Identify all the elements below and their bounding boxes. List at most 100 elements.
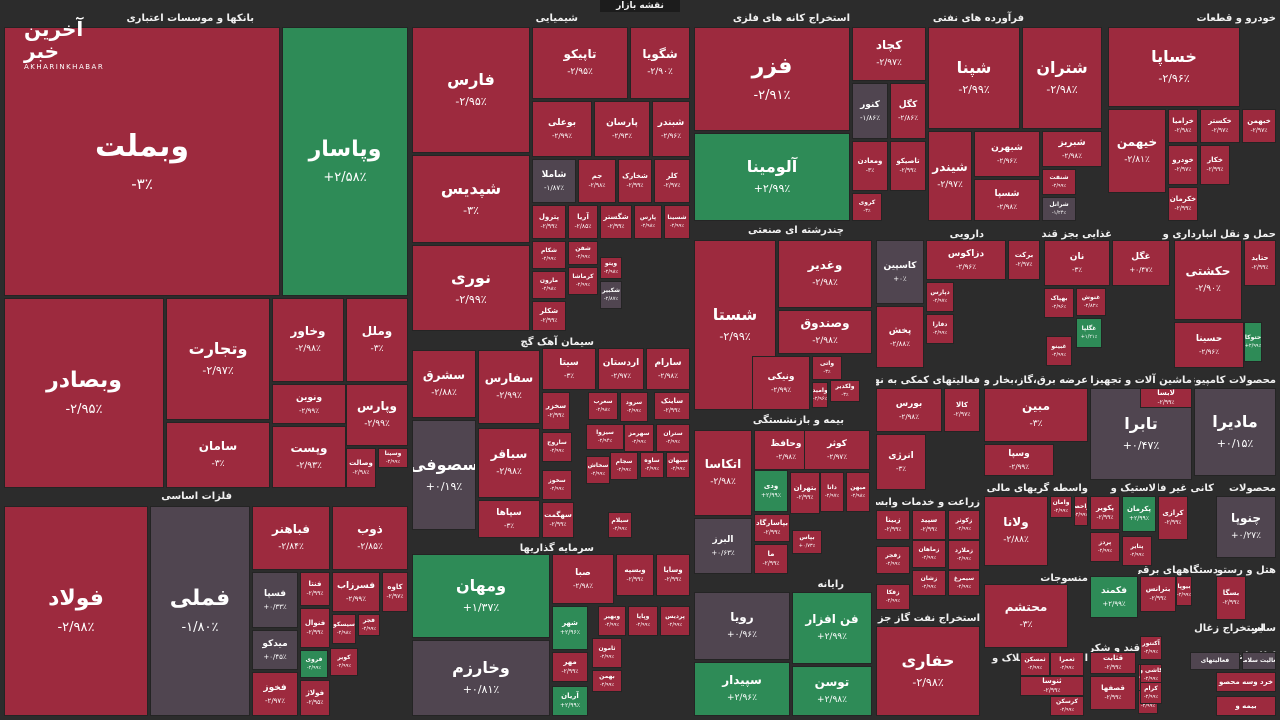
stock-tile[interactable]: سپید -۲/۹۹٪: [912, 510, 946, 540]
stock-tile[interactable]: وبصادر -۲/۹۵٪: [4, 298, 164, 488]
stock-tile[interactable]: شپدیس -۳٪: [412, 155, 530, 243]
stock-tile[interactable]: کچاد -۲/۹۷٪: [852, 27, 926, 81]
stock-tile[interactable]: پارس -۲/۹۸٪: [634, 205, 662, 239]
stock-tile[interactable]: واحصا-۲/۹۹٪: [1074, 496, 1088, 526]
stock-tile[interactable]: شکلر -۲/۹۹٪: [532, 301, 566, 331]
stock-tile[interactable]: سفارس -۲/۹۹٪: [478, 350, 540, 424]
stock-tile[interactable]: وسینا -۲/۹۹٪: [378, 448, 408, 468]
stock-tile[interactable]: آریا -۲/۸۵٪: [568, 205, 598, 239]
stock-tile[interactable]: رویا +۰/۹۶٪: [694, 592, 790, 660]
stock-tile[interactable]: پارسان -۲/۹۳٪: [594, 101, 650, 157]
stock-tile[interactable]: شپنا -۲/۹۹٪: [928, 27, 1020, 129]
stock-tile[interactable]: زفکا -۲/۹۹٪: [876, 584, 910, 610]
stock-tile[interactable]: سیتا -۳٪: [542, 348, 596, 390]
stock-tile[interactable]: ثامون -۲/۹۹٪: [592, 638, 622, 668]
stock-tile[interactable]: خرد وسه محصو: [1216, 672, 1276, 692]
stock-tile[interactable]: فعالیت سلامت: [1242, 652, 1276, 670]
stock-tile[interactable]: کرازی -۲/۹۹٪: [1158, 496, 1188, 540]
stock-tile[interactable]: کگل -۲/۸۶٪: [890, 83, 926, 139]
stock-tile[interactable]: ولانا -۲/۸۸٪: [984, 496, 1048, 566]
stock-tile[interactable]: صبا -۲/۹۸٪: [552, 554, 614, 604]
stock-tile[interactable]: خکستر -۲/۹۷٪: [1200, 109, 1240, 143]
stock-tile[interactable]: سیلام -۲/۹۹٪: [608, 512, 632, 538]
stock-tile[interactable]: ساینک -۲/۹۹٪: [654, 392, 690, 420]
stock-tile[interactable]: وخاور -۲/۹۸٪: [272, 298, 344, 382]
stock-tile[interactable]: شبهرن -۲/۹۶٪: [974, 131, 1040, 177]
stock-tile[interactable]: بهپاک -۲/۹۶٪: [1044, 288, 1074, 318]
stock-tile[interactable]: شکام -۲/۹۹٪: [532, 241, 566, 269]
stock-tile[interactable]: شبندر -۲/۹۶٪: [652, 101, 690, 157]
stock-tile[interactable]: شسپا -۲/۹۸٪: [974, 179, 1040, 221]
stock-tile[interactable]: شکبیر -۲/۸۷٪: [600, 281, 622, 309]
stock-tile[interactable]: وامان -۲/۹۹٪: [1050, 496, 1072, 518]
stock-tile[interactable]: سباقر -۲/۹۸٪: [478, 428, 540, 498]
stock-tile[interactable]: فخوز -۲/۹۷٪: [252, 672, 298, 716]
stock-tile[interactable]: کرماشا -۲/۹۹٪: [568, 267, 598, 295]
stock-tile[interactable]: انرژی -۳٪: [876, 434, 926, 490]
stock-tile[interactable]: بپاسارگاد -۲/۹۹٪: [754, 514, 790, 542]
stock-tile[interactable]: زفجر -۲/۹۹٪: [876, 546, 910, 574]
stock-tile[interactable]: کرام -۲/۹۹٪: [1140, 682, 1162, 704]
stock-tile[interactable]: بیوپا -۲/۹۹٪: [1176, 576, 1192, 606]
stock-tile[interactable]: سهگمت -۲/۹۹٪: [542, 502, 574, 538]
stock-tile[interactable]: ولکدیر -۳٪: [830, 380, 860, 402]
stock-tile[interactable]: وتجارت -۲/۹۷٪: [166, 298, 270, 420]
stock-tile[interactable]: کلر -۲/۹۷٪: [654, 159, 690, 203]
stock-tile[interactable]: وملل -۳٪: [346, 298, 408, 382]
stock-tile[interactable]: فروی -۲/۹۹٪: [300, 650, 328, 678]
stock-tile[interactable]: فسرزاب -۲/۹۹٪: [332, 572, 380, 612]
stock-tile[interactable]: سغرب -۲/۹۸٪: [588, 392, 618, 420]
stock-tile[interactable]: شبریز -۲/۹۸٪: [1042, 131, 1102, 167]
stock-tile[interactable]: غنوش -۲/۸۲٪: [1076, 288, 1106, 316]
stock-tile[interactable]: وخارزم +۰/۸۱٪: [412, 640, 550, 716]
stock-tile[interactable]: فن افزار +۲/۹۹٪: [792, 592, 872, 664]
stock-tile[interactable]: سخاش -۲/۹۹٪: [586, 456, 610, 484]
stock-tile[interactable]: خکار -۲/۹۹٪: [1200, 145, 1230, 185]
stock-tile[interactable]: ثنوسا -۲/۹۹٪: [1020, 676, 1084, 696]
stock-tile[interactable]: غگلپا +۱/۲۱٪: [1076, 318, 1102, 348]
stock-tile[interactable]: سصوفی +۰/۱۹٪: [412, 420, 476, 530]
stock-tile[interactable]: نوری -۲/۹۹٪: [412, 245, 530, 331]
stock-tile[interactable]: وغدیر -۲/۹۸٪: [778, 240, 872, 308]
stock-tile[interactable]: سپاها -۳٪: [478, 500, 540, 538]
stock-tile[interactable]: خودرو -۲/۹۷٪: [1168, 145, 1198, 185]
stock-tile[interactable]: سیمرغ -۲/۹۹٪: [948, 570, 980, 596]
stock-tile[interactable]: دزاکوس -۲/۹۶٪: [926, 240, 1006, 280]
stock-tile[interactable]: فزر -۲/۹۱٪: [694, 27, 850, 131]
stock-tile[interactable]: چنوپا +۰/۲۷٪: [1216, 496, 1276, 558]
stock-tile[interactable]: شیندر -۲/۹۷٪: [928, 131, 972, 221]
stock-tile[interactable]: دپارس -۲/۹۷٪: [926, 282, 954, 312]
stock-tile[interactable]: فسپا +۰/۳۳٪: [252, 572, 298, 628]
stock-tile[interactable]: ثمسکن -۲/۹۹٪: [1020, 652, 1050, 676]
stock-tile[interactable]: بیمه و: [1216, 696, 1276, 716]
stock-tile[interactable]: وسپا -۲/۹۹٪: [984, 444, 1054, 476]
stock-tile[interactable]: ونیکی -۲/۹۹٪: [752, 356, 810, 410]
stock-tile[interactable]: ذوب -۲/۸۵٪: [332, 506, 408, 570]
stock-tile[interactable]: سخزر -۲/۹۹٪: [542, 392, 570, 430]
stock-tile[interactable]: مهر -۲/۹۹٪: [552, 652, 588, 682]
stock-tile[interactable]: البرز +۰/۶۳٪: [694, 518, 752, 574]
stock-tile[interactable]: کاسپین +۰٪: [876, 240, 924, 304]
stock-tile[interactable]: کالا -۲/۹۷٪: [944, 388, 980, 432]
stock-tile[interactable]: واتی -۳٪: [812, 356, 842, 380]
stock-tile[interactable]: حفاری -۲/۹۸٪: [876, 626, 980, 716]
stock-tile[interactable]: ونوین -۲/۹۹٪: [272, 384, 346, 424]
stock-tile[interactable]: ساروج -۲/۹۹٪: [542, 432, 572, 462]
stock-tile[interactable]: سهرمز -۲/۹۹٪: [624, 424, 654, 452]
stock-tile[interactable]: شهر +۲/۹۶٪: [552, 606, 588, 650]
stock-tile[interactable]: فجر -۲/۹۹٪: [358, 614, 380, 636]
stock-tile[interactable]: زشان -۲/۹۹٪: [912, 570, 946, 596]
stock-tile[interactable]: سخوز -۲/۹۹٪: [542, 470, 572, 500]
stock-tile[interactable]: تاپیکو -۲/۹۵٪: [532, 27, 628, 99]
stock-tile[interactable]: کویر -۲/۹۹٪: [330, 648, 358, 676]
stock-tile[interactable]: سارام -۲/۹۸٪: [646, 348, 690, 390]
stock-tile[interactable]: غگل +۰/۴۷٪: [1112, 240, 1170, 286]
stock-tile[interactable]: شخارک -۲/۹۹٪: [618, 159, 652, 203]
stock-tile[interactable]: فباهنر -۲/۸۴٪: [252, 506, 330, 570]
stock-tile[interactable]: وبملت -۳٪: [4, 27, 280, 296]
stock-tile[interactable]: لابسا -۲/۹۹٪: [1140, 388, 1192, 408]
stock-tile[interactable]: آکنتور -۲/۹۹٪: [1140, 636, 1162, 660]
stock-tile[interactable]: مارون -۲/۹۸٪: [532, 271, 566, 299]
stock-tile[interactable]: دانا -۲/۹۷٪: [820, 472, 844, 512]
stock-tile[interactable]: غبینو -۲/۹۹٪: [1046, 336, 1072, 366]
